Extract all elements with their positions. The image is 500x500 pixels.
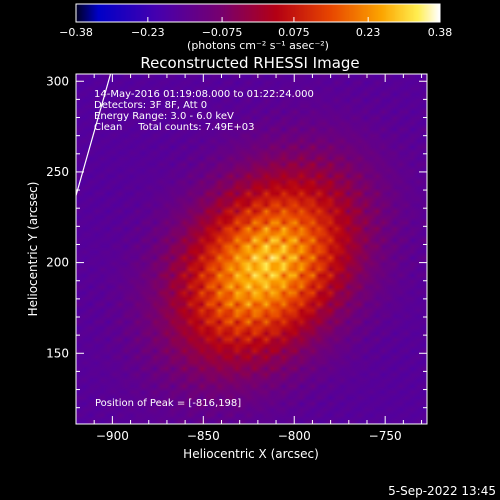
annotation-detectors: Detectors: 3F 8F, Att 0 <box>94 100 207 111</box>
colorbar-frame <box>75 3 441 23</box>
annotation-clean-counts: Clean Total counts: 7.49E+03 <box>94 122 254 133</box>
annotation-block: 14-May-2016 01:19:08.000 to 01:22:24.000… <box>94 89 314 133</box>
y-tick-label: 250 <box>46 165 69 179</box>
colorbar-ticks: −0.38 −0.23 −0.075 0.075 0.23 0.38 <box>59 17 452 39</box>
colorbar-tick-label: −0.38 <box>59 26 93 39</box>
footer-date: 5-Sep-2022 13:45 <box>388 484 496 498</box>
colorbar-gradient <box>76 4 440 22</box>
colorbar-tick-label: −0.23 <box>131 26 165 39</box>
colorbar-tick-label: 0.23 <box>356 26 381 39</box>
annotation-time-range: 14-May-2016 01:19:08.000 to 01:22:24.000 <box>94 89 314 100</box>
heatmap-image <box>76 74 427 424</box>
x-tick-label: −900 <box>96 429 129 443</box>
x-tick-label: −850 <box>187 429 220 443</box>
colorbar-tick-label: −0.075 <box>202 26 243 39</box>
solar-limb-line <box>75 73 112 196</box>
annotation-energy-range: Energy Range: 3.0 - 6.0 keV <box>94 111 234 122</box>
y-tick-label: 300 <box>46 74 69 88</box>
colorbar-unit-label: (photons cm⁻² s⁻¹ asec⁻²) <box>187 39 329 52</box>
plot-frame <box>75 73 428 425</box>
x-tick-label: −800 <box>278 429 311 443</box>
y-tick-label: 200 <box>46 256 69 270</box>
peak-position-label: Position of Peak = [-816,198] <box>95 398 241 409</box>
colorbar-tick-label: 0.38 <box>428 26 453 39</box>
axis-ticks: −900 −850 −800 −750 150 200 250 300 <box>46 74 427 443</box>
y-axis-label: Heliocentric Y (arcsec) <box>26 182 40 317</box>
colorbar: −0.38 −0.23 −0.075 0.075 0.23 0.38 (photons c… <box>59 3 452 52</box>
x-tick-label: −750 <box>369 429 402 443</box>
y-tick-label: 150 <box>46 346 69 360</box>
colorbar-tick-label: 0.075 <box>278 26 310 39</box>
x-axis-label: Heliocentric X (arcsec) <box>183 447 319 461</box>
chart-title: Reconstructed RHESSI Image <box>140 54 359 72</box>
